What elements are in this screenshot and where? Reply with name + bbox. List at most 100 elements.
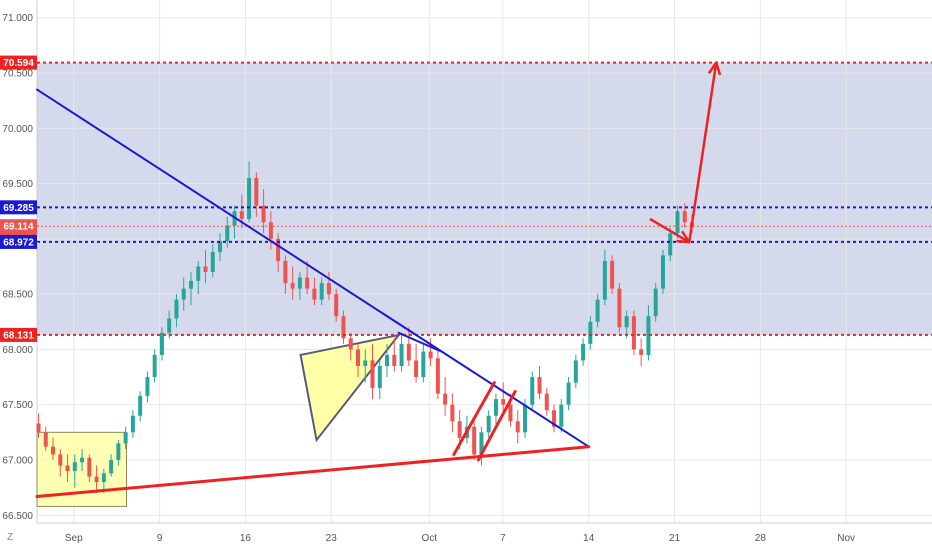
- candle: [94, 476, 99, 483]
- candle: [639, 349, 644, 355]
- candle: [159, 332, 164, 355]
- candle: [225, 225, 230, 242]
- candle: [435, 358, 440, 394]
- candle: [392, 354, 397, 366]
- candle: [167, 318, 172, 333]
- candle: [537, 377, 542, 394]
- y-tick-label: 70.500: [2, 68, 33, 79]
- triangle-pattern: [299, 333, 402, 443]
- candle: [530, 377, 535, 405]
- candle: [377, 365, 382, 389]
- price-badge: [0, 327, 37, 342]
- candle: [65, 465, 70, 472]
- red-support-line: [35, 445, 591, 498]
- candle: [581, 343, 586, 361]
- candle: [610, 260, 615, 289]
- forecast-arrowhead-down: [676, 230, 691, 244]
- price-badge-label: 69.114: [3, 222, 33, 233]
- candle: [101, 473, 106, 483]
- candle: [595, 299, 600, 322]
- candle: [261, 205, 266, 223]
- price-badge: [0, 55, 37, 70]
- price-badge-label: 69.285: [3, 203, 34, 214]
- y-tick-label: 68.000: [2, 345, 33, 356]
- candle: [624, 316, 629, 328]
- timezone-icon: Z: [7, 532, 13, 543]
- candle: [341, 316, 346, 339]
- x-tick-label: 9: [157, 533, 163, 544]
- x-tick-label: 23: [326, 533, 338, 544]
- candle: [203, 266, 208, 273]
- x-tick-label: 21: [669, 533, 681, 544]
- candle: [72, 462, 77, 472]
- forecast-arrowhead-up: [707, 61, 722, 76]
- x-tick-label: Sep: [65, 533, 83, 544]
- candle: [522, 404, 527, 433]
- price-badge-label: 68.131: [3, 330, 34, 341]
- candle: [668, 233, 673, 256]
- candle: [660, 255, 665, 289]
- candle: [479, 432, 484, 455]
- red-channel-line: [476, 389, 517, 462]
- candle: [602, 260, 607, 300]
- red-channel-line: [452, 381, 496, 456]
- price-badge-label: 68.972: [3, 237, 34, 248]
- candle: [138, 395, 143, 416]
- candle: [501, 399, 506, 405]
- candle: [36, 423, 41, 433]
- y-tick-label: 70.000: [2, 124, 33, 135]
- price-badge: [0, 200, 37, 215]
- x-tick-label: 14: [583, 533, 595, 544]
- x-tick-label: 16: [240, 533, 252, 544]
- candle: [414, 360, 419, 378]
- candle: [43, 432, 48, 447]
- candle: [116, 443, 121, 460]
- candle: [428, 351, 433, 359]
- candle: [297, 277, 302, 289]
- candle: [305, 277, 310, 289]
- y-tick-label: 67.500: [2, 400, 33, 411]
- candle: [181, 288, 186, 300]
- candle: [109, 459, 114, 474]
- candle: [508, 404, 513, 422]
- candle: [276, 238, 281, 261]
- candle: [406, 343, 411, 361]
- candle: [239, 211, 244, 219]
- candle: [399, 343, 404, 366]
- candle: [123, 432, 128, 444]
- price-badge-label: 70.594: [3, 58, 34, 69]
- candle: [87, 457, 92, 477]
- candle: [145, 377, 150, 396]
- candle: [450, 404, 455, 422]
- candle: [515, 421, 520, 433]
- candle: [312, 288, 317, 300]
- candle: [457, 421, 462, 438]
- candle: [80, 457, 85, 463]
- x-tick-label: Nov: [837, 533, 855, 544]
- candle: [326, 283, 331, 295]
- candle: [588, 321, 593, 344]
- candle: [486, 415, 491, 433]
- pennant-line: [397, 331, 443, 353]
- y-tick-label: 66.500: [2, 511, 33, 522]
- y-tick-label: 69.500: [2, 179, 33, 190]
- price-zone: [37, 62, 932, 335]
- candle: [348, 338, 353, 350]
- candle: [283, 260, 288, 284]
- candle: [210, 252, 215, 273]
- candle: [653, 288, 658, 317]
- candle: [174, 299, 179, 319]
- y-tick-label: 68.500: [2, 290, 33, 301]
- x-tick-label: 7: [500, 533, 506, 544]
- candle: [421, 351, 426, 378]
- candle: [51, 446, 56, 455]
- candle: [188, 280, 193, 289]
- candle: [631, 316, 636, 350]
- candle: [573, 360, 578, 383]
- candle: [617, 288, 622, 328]
- candle: [552, 410, 557, 427]
- candle: [544, 393, 549, 411]
- candle: [646, 316, 651, 355]
- candle: [472, 426, 477, 455]
